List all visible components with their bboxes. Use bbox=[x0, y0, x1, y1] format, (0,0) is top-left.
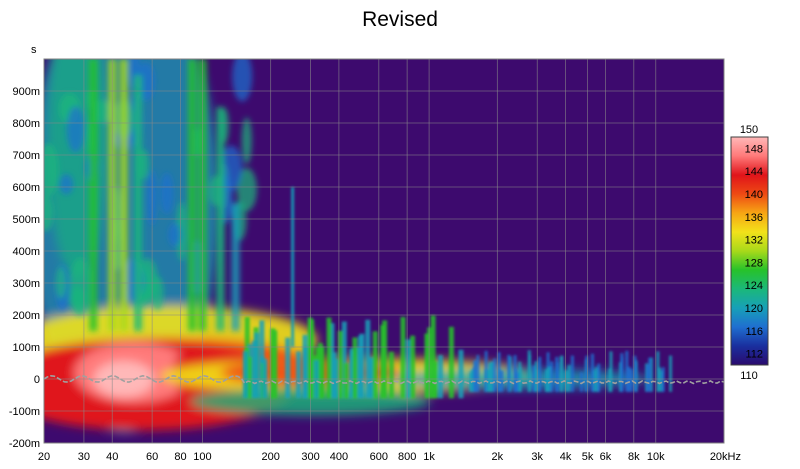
colorbar-tick-label: 120 bbox=[745, 303, 763, 315]
x-tick-label: 400 bbox=[330, 451, 348, 463]
x-tick-label: 30 bbox=[78, 451, 90, 463]
spectrogram-surface bbox=[44, 59, 673, 433]
y-tick-label: -100m bbox=[9, 406, 40, 418]
x-tick-label: 600 bbox=[370, 451, 388, 463]
colorbar: 150 148 144 140 136 132 128 124 120 116 112 110 bbox=[730, 124, 769, 382]
y-tick-label: 900m bbox=[12, 86, 40, 98]
colorbar-tick-labels: 150 148 144 140 136 132 128 124 120 116 112 110 bbox=[740, 124, 763, 382]
x-tick-label: 800 bbox=[398, 451, 416, 463]
y-tick-labels: 900m 800m 700m 600m 500m 400m 300m 200m 100m 0 -10… bbox=[9, 86, 40, 450]
y-tick-label: 800m bbox=[12, 118, 40, 130]
colorbar-tick-label: 124 bbox=[745, 280, 763, 292]
colorbar-tick-label: 128 bbox=[745, 257, 763, 269]
x-tick-label: 100 bbox=[193, 451, 211, 463]
x-tick-label: 40 bbox=[106, 451, 118, 463]
y-tick-label: 100m bbox=[12, 342, 40, 354]
x-tick-label: 4k bbox=[560, 451, 572, 463]
chart-title: Revised bbox=[362, 8, 438, 31]
x-tick-label: 20 bbox=[38, 451, 50, 463]
arrival-trace-line bbox=[43, 374, 725, 385]
colorbar-tick-label: 136 bbox=[745, 212, 763, 224]
colorbar-tick-label: 116 bbox=[745, 326, 763, 338]
colorbar-tick-label: 110 bbox=[740, 370, 758, 382]
colorbar-tick-label: 132 bbox=[745, 235, 763, 247]
y-axis-unit-label: s bbox=[31, 44, 37, 56]
x-tick-label: 8k bbox=[628, 451, 640, 463]
plot-border bbox=[43, 58, 725, 444]
colorbar-tick-label: 150 bbox=[740, 124, 758, 136]
x-tick-label: 300 bbox=[301, 451, 319, 463]
colorbar-gradient bbox=[730, 136, 769, 366]
colorbar-tick-label: 144 bbox=[745, 166, 763, 178]
colorbar-tick-label: 140 bbox=[745, 189, 763, 201]
x-tick-label: 200 bbox=[261, 451, 279, 463]
y-tick-label: 600m bbox=[12, 182, 40, 194]
x-tick-label: 1k bbox=[423, 451, 435, 463]
x-tick-label: 60 bbox=[146, 451, 158, 463]
y-tick-label: 400m bbox=[12, 246, 40, 258]
y-tick-label: 500m bbox=[12, 214, 40, 226]
x-tick-labels: 20 30 40 60 80 100 200 300 400 600 800 1k 2k 3k 4k 5k 6k… bbox=[38, 451, 741, 463]
x-tick-label: 80 bbox=[174, 451, 186, 463]
x-tick-label: 20kHz bbox=[710, 451, 741, 463]
colorbar-tick-label: 112 bbox=[745, 349, 763, 361]
y-tick-label: 200m bbox=[12, 310, 40, 322]
colorbar-tick-label: 148 bbox=[745, 143, 763, 155]
y-tick-label: 0 bbox=[34, 374, 40, 386]
x-tick-label: 6k bbox=[600, 451, 612, 463]
y-tick-label: 300m bbox=[12, 278, 40, 290]
y-tick-label: 700m bbox=[12, 150, 40, 162]
x-tick-label: 5k bbox=[582, 451, 594, 463]
y-tick-label: -200m bbox=[9, 438, 40, 450]
x-tick-label: 2k bbox=[492, 451, 504, 463]
x-tick-label: 3k bbox=[531, 451, 543, 463]
x-tick-label: 10k bbox=[647, 451, 665, 463]
